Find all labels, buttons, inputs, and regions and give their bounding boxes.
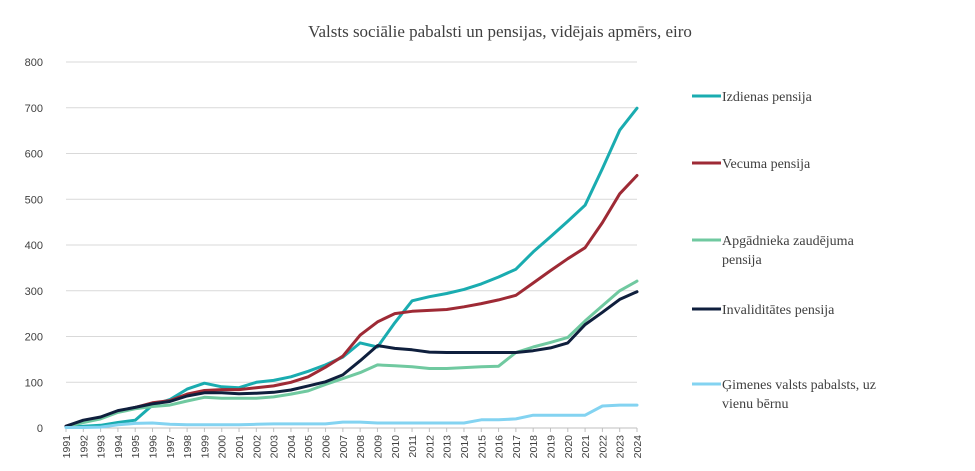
x-tick-label: 2024 [632, 435, 644, 459]
series-line-2 [64, 279, 639, 429]
x-tick-label: 2008 [355, 435, 367, 459]
chart-title: Valsts sociālie pabalsti un pensijas, vi… [308, 22, 692, 41]
series-line-3 [64, 290, 639, 428]
x-axis-ticks: 1991 1992 1993 1994 1995 1996 1997 1998 1999 2000… [61, 428, 644, 458]
gridlines [66, 61, 637, 429]
series-line-4 [64, 403, 639, 429]
series-line-1 [64, 174, 639, 428]
x-tick-label: 2022 [597, 435, 609, 459]
x-tick-label: 2007 [338, 435, 350, 459]
legend-label-2: Apgādnieka zaudējuma [722, 234, 855, 249]
legend: Izdienas pensija Vecuma pensija Apgādnieka… [692, 90, 876, 412]
legend-label-4: Ģimenes valsts pabalsts, uz [722, 378, 876, 393]
legend-label-1: Vecuma pensija [722, 157, 811, 172]
series-line-0 [64, 106, 639, 429]
x-tick-label: 2018 [528, 435, 540, 459]
x-tick-label: 2014 [459, 435, 471, 459]
x-tick-label: 2013 [442, 435, 454, 459]
legend-label-2: pensija [722, 253, 762, 268]
x-tick-label: 1997 [165, 435, 177, 459]
x-tick-label: 2020 [563, 435, 575, 459]
x-tick-label: 2003 [269, 435, 281, 459]
y-tick-label: 800 [25, 57, 43, 69]
y-tick-label: 400 [25, 240, 43, 252]
x-tick-label: 1993 [96, 435, 108, 459]
y-tick-label: 300 [25, 286, 43, 298]
x-tick-label: 2009 [372, 435, 384, 459]
x-tick-label: 1991 [61, 435, 73, 459]
y-tick-label: 0 [37, 423, 43, 435]
y-tick-label: 700 [25, 103, 43, 115]
x-tick-label: 2016 [494, 435, 506, 459]
x-tick-label: 2011 [407, 435, 419, 458]
x-tick-label: 2010 [390, 435, 402, 459]
x-tick-label: 1992 [78, 435, 90, 459]
x-tick-label: 1995 [130, 435, 142, 459]
x-tick-label: 2019 [545, 435, 557, 459]
x-tick-label: 2002 [251, 435, 263, 459]
y-axis-ticks: 0 100 200 300 400 500 600 700 800 [25, 57, 43, 435]
legend-label-0: Izdienas pensija [722, 90, 813, 105]
x-tick-label: 2005 [303, 435, 315, 459]
x-tick-label: 2017 [511, 435, 523, 459]
x-tick-label: 2004 [286, 435, 298, 459]
y-tick-label: 600 [25, 149, 43, 161]
y-tick-label: 100 [25, 377, 43, 389]
legend-label-4: vienu bērnu [722, 397, 788, 412]
series-lines [64, 106, 639, 429]
x-tick-label: 2001 [234, 435, 246, 459]
x-tick-label: 2000 [217, 435, 229, 459]
x-tick-label: 1998 [182, 435, 194, 459]
y-tick-label: 500 [25, 194, 43, 206]
x-tick-label: 2015 [476, 435, 488, 459]
x-tick-label: 1996 [148, 435, 160, 459]
x-tick-label: 1994 [113, 435, 125, 459]
x-tick-label: 2021 [580, 435, 592, 459]
x-tick-label: 2012 [424, 435, 436, 459]
legend-label-3: Invaliditātes pensija [722, 303, 835, 318]
x-tick-label: 2006 [321, 435, 333, 459]
y-tick-label: 200 [25, 332, 43, 344]
x-tick-label: 1999 [199, 435, 211, 459]
x-tick-label: 2023 [615, 435, 627, 459]
